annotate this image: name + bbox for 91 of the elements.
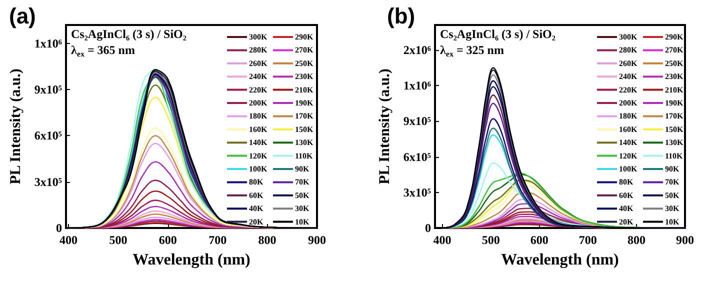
legend-label: 280K [249,46,268,55]
legend-label: 280K [619,46,638,55]
legend-label: 300K [249,32,268,42]
legend-label: 140K [249,138,268,148]
legend-label: 10K [295,217,310,226]
legend-label: 300K [619,32,638,42]
legend-label: 120K [619,151,638,160]
legend-label: 220K [619,85,638,94]
legend-label: 120K [249,151,268,160]
y-tick-label: 9x10⁵ [34,82,62,97]
legend-label: 70K [295,178,310,187]
x-tick-label: 500 [482,233,500,247]
y-tick-label: 3x10⁵ [403,185,432,200]
y-tick-label: 0 [425,221,431,235]
x-tick-label: 900 [676,233,694,247]
x-tick-label: 600 [530,233,548,247]
legend-label: 210K [665,85,684,94]
legend-label: 240K [249,72,268,82]
x-tick-label: 800 [627,233,646,247]
legend-label: 10K [665,217,680,226]
legend-label: 80K [619,178,634,187]
x-tick-label: 800 [258,233,276,247]
annotation: Cs₂AgInCl₆ (3 s) / SiO₂ [440,27,556,41]
legend-label: 200K [619,98,638,108]
x-axis-title: Wavelength (nm) [501,252,619,268]
legend-label: 110K [665,151,684,160]
y-tick-label: 1x10⁶ [34,36,62,50]
legend-label: 150K [665,124,684,134]
x-tick-label: 700 [208,233,227,247]
legend-label: 220K [249,85,268,94]
legend-label: 20K [249,217,264,226]
legend-label: 140K [619,138,638,148]
legend-label: 260K [619,58,638,68]
y-tick-label: 0 [56,221,62,235]
x-tick-label: 700 [578,233,597,247]
x-axis-title: Wavelength (nm) [132,252,250,268]
legend-label: 130K [665,138,684,148]
legend-label: 270K [295,46,314,55]
legend-label: 200K [249,98,268,108]
legend-label: 20K [619,217,634,226]
legend-label: 180K [249,112,268,121]
legend-label: 130K [295,138,314,148]
x-tick-label: 600 [158,233,177,247]
chart-title: (a) [9,4,36,28]
y-axis-title: PL Intensity (a.u.) [377,68,393,184]
legend-label: 40K [249,204,264,214]
legend-label: 40K [619,204,634,214]
legend-label: 170K [295,112,314,121]
legend-label: 240K [619,72,638,82]
y-tick-label: 9x10⁵ [403,114,432,128]
y-tick-label: 6x10⁵ [34,128,62,143]
legend-label: 90K [665,164,680,174]
legend-label: 250K [665,58,684,68]
x-tick-label: 400 [433,233,452,247]
y-tick-label: 2x10⁶ [403,42,432,57]
legend-label: 100K [249,164,268,174]
legend-label: 160K [249,124,268,134]
legend-label: 50K [665,190,680,200]
legend-label: 170K [665,112,684,121]
legend-label: 110K [295,151,314,160]
legend-label: 230K [665,72,684,82]
legend-label: 90K [295,164,310,174]
annotation: Cs₂AgInCl₆ (3 s) / SiO₂ [71,27,187,41]
legend-label: 70K [665,178,680,187]
legend-label: 230K [295,72,314,82]
x-tick-label: 400 [59,233,78,247]
y-tick-label: 1x10⁶ [403,78,432,93]
legend-label: 190K [665,98,684,108]
legend-label: 250K [295,58,314,68]
x-tick-label: 900 [308,233,326,247]
legend-label: 270K [665,46,684,55]
legend-label: 260K [249,58,268,68]
legend-label: 210K [295,85,314,94]
legend-label: 60K [249,190,264,200]
x-tick-label: 500 [109,233,128,247]
legend-label: 60K [619,190,634,200]
legend-label: 80K [249,178,264,187]
legend-label: 30K [295,204,310,214]
chart-title: (b) [387,4,416,28]
y-tick-label: 3x10⁵ [34,174,62,189]
legend-label: 190K [295,98,314,108]
legend-label: 290K [665,32,684,42]
legend-label: 100K [619,164,638,174]
y-axis-title: PL Intensity (a.u.) [8,68,24,184]
legend-label: 290K [295,32,314,42]
legend-label: 160K [619,124,638,134]
y-tick-label: 6x10⁵ [403,150,432,164]
legend-label: 50K [295,190,310,200]
legend-label: 30K [665,204,680,214]
legend-label: 150K [295,124,314,134]
legend-label: 180K [619,112,638,121]
